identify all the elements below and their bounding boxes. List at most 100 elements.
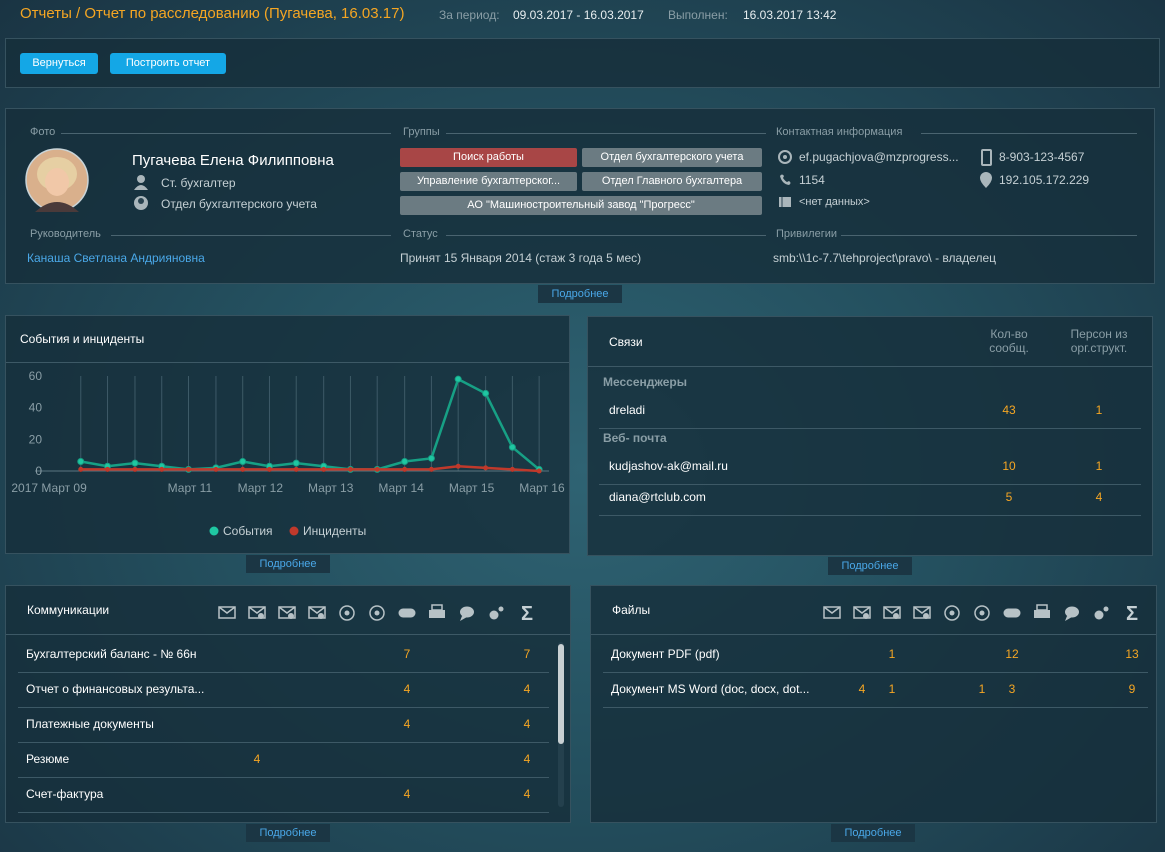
icon-part bbox=[913, 606, 931, 619]
point bbox=[131, 459, 139, 467]
ip: 192.105.172.229 bbox=[999, 173, 1090, 187]
done-label: Выполнен: bbox=[668, 8, 728, 22]
icon-part bbox=[974, 605, 990, 621]
more-tab[interactable]: Подробнее bbox=[828, 557, 912, 575]
column-icon bbox=[853, 606, 871, 619]
legend-label: События bbox=[223, 524, 273, 538]
cell: 4 bbox=[523, 682, 531, 696]
row-name: Платежные документы bbox=[26, 717, 154, 731]
icon-part bbox=[489, 610, 499, 620]
column-icon bbox=[1094, 606, 1109, 620]
column-header: Кол-во сообщ. bbox=[989, 327, 1029, 355]
point bbox=[454, 375, 462, 383]
more-tab[interactable]: Подробнее bbox=[246, 555, 330, 573]
icon-part bbox=[460, 606, 474, 618]
scrollbar[interactable] bbox=[558, 642, 564, 807]
cell: 4 bbox=[523, 717, 531, 731]
more-tab[interactable]: Подробнее bbox=[538, 285, 622, 303]
icon-part bbox=[248, 606, 266, 614]
row-name: Бухгалтерский баланс - № 66н bbox=[26, 647, 197, 661]
cell: 1 bbox=[1095, 459, 1103, 473]
icon-part bbox=[1094, 610, 1104, 620]
icon-part bbox=[308, 606, 326, 619]
column-icon bbox=[883, 606, 901, 619]
cell: 4 bbox=[403, 787, 411, 801]
point bbox=[78, 466, 84, 472]
section-label: Руководитель bbox=[30, 228, 101, 240]
more-tab[interactable]: Подробнее bbox=[246, 824, 330, 842]
icon-part bbox=[278, 606, 296, 614]
icon-part bbox=[344, 610, 350, 616]
x-tick-label: Март 16 bbox=[519, 481, 565, 495]
column-icon bbox=[823, 606, 841, 619]
group-label: Веб- почта bbox=[603, 431, 667, 445]
email: ef.pugachjova@mzprogress... bbox=[799, 150, 959, 164]
point bbox=[105, 466, 111, 472]
ext: 1154 bbox=[799, 173, 825, 187]
more-tab[interactable]: Подробнее bbox=[831, 824, 915, 842]
person-icons bbox=[134, 175, 148, 210]
point bbox=[428, 466, 434, 472]
y-tick-label: 60 bbox=[29, 369, 43, 383]
section-label: Фото bbox=[30, 126, 56, 138]
icon-part bbox=[853, 606, 871, 614]
icon-part bbox=[278, 606, 296, 619]
row-line bbox=[18, 707, 549, 708]
icon-part bbox=[863, 613, 869, 619]
icon-part bbox=[949, 610, 955, 616]
row-line bbox=[599, 515, 1141, 516]
row-line bbox=[18, 672, 549, 673]
point bbox=[132, 466, 138, 472]
icon-part bbox=[893, 613, 899, 619]
column-icon bbox=[1034, 604, 1050, 618]
column-icon bbox=[974, 605, 990, 621]
group-tag: АО "Машиностроительный завод "Прогресс" bbox=[400, 196, 762, 215]
point bbox=[427, 454, 435, 462]
page-title: Отчеты / Отчет по расследованию (Пугачев… bbox=[20, 5, 405, 22]
sum-icon: Σ bbox=[1126, 603, 1138, 625]
contact-icons bbox=[778, 149, 992, 207]
cell: 43 bbox=[1002, 403, 1016, 417]
panel-title: Коммуникации bbox=[27, 603, 110, 617]
icon-part bbox=[823, 606, 841, 619]
x-tick-label: Март 15 bbox=[449, 481, 495, 495]
point bbox=[374, 466, 380, 472]
column-icon bbox=[308, 606, 326, 619]
cell: 13 bbox=[1125, 647, 1139, 661]
cell: 10 bbox=[1002, 459, 1016, 473]
column-icon bbox=[248, 606, 266, 619]
point bbox=[213, 466, 219, 472]
point bbox=[482, 389, 490, 397]
column-header: Персон из орг.структ. bbox=[1070, 327, 1128, 355]
chart: 0 20 40 60 2017 Март 09 Март 11 Март 12 Март 13… bbox=[11, 369, 565, 538]
x-tick-label: Март 13 bbox=[308, 481, 354, 495]
column-icon bbox=[278, 606, 296, 619]
status: Принят 15 Января 2014 (стаж 3 года 5 мес… bbox=[400, 251, 642, 265]
icon-part bbox=[853, 606, 871, 619]
row-name: diana@rtclub.com bbox=[609, 490, 706, 504]
section-label: Привилегии bbox=[776, 228, 837, 240]
point bbox=[509, 466, 515, 472]
row-name: Резюме bbox=[26, 752, 70, 766]
row-line bbox=[603, 672, 1148, 673]
column-icon bbox=[1003, 608, 1021, 618]
back-button[interactable]: Вернуться bbox=[20, 53, 98, 74]
icon-part bbox=[398, 608, 416, 618]
column-icon bbox=[339, 605, 355, 621]
row-name: Документ PDF (pdf) bbox=[611, 647, 720, 661]
icon-part bbox=[1036, 604, 1048, 611]
sum-icon: Σ bbox=[521, 603, 533, 625]
group-label: Мессенджеры bbox=[603, 375, 687, 389]
manager[interactable]: Канаша Светлана Андрияновна bbox=[27, 251, 205, 265]
section-label: Статус bbox=[403, 228, 438, 240]
column-icon bbox=[429, 604, 445, 618]
column-icon bbox=[913, 606, 931, 619]
cell: 4 bbox=[523, 787, 531, 801]
build-button[interactable]: Построить отчет bbox=[110, 53, 226, 74]
cell: 7 bbox=[403, 647, 411, 661]
avatar bbox=[25, 148, 89, 212]
icon-part bbox=[218, 606, 236, 614]
x-tick-label: 2017 Март 09 bbox=[11, 481, 87, 495]
x-tick-label: Март 12 bbox=[238, 481, 284, 495]
period: 09.03.2017 - 16.03.2017 bbox=[513, 8, 644, 22]
